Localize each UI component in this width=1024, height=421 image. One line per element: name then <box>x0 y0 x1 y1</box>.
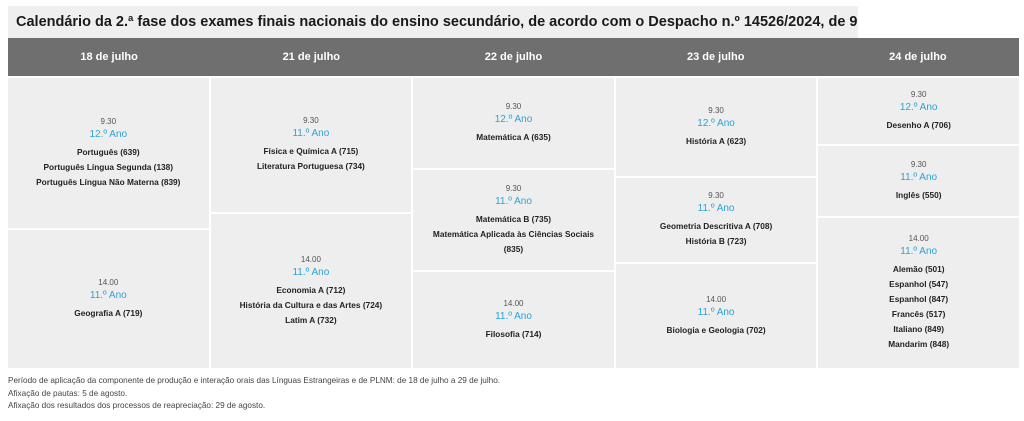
school-year: 11.º Ano <box>89 289 127 301</box>
session-time: 9.30 <box>303 116 319 125</box>
date-column: 9.30 12.º Ano Português (639) Português … <box>8 78 209 368</box>
exam-item: Filosofia (714) <box>485 328 542 339</box>
session-time: 9.30 <box>708 191 724 200</box>
school-year: 11.º Ano <box>292 266 330 278</box>
exam-item: Latim A (732) <box>285 314 337 325</box>
exam-session: 9.30 11.º Ano Física e Química A (715) L… <box>210 78 412 212</box>
date-header: 24 de julho <box>889 51 947 63</box>
school-year: 11.º Ano <box>495 195 532 207</box>
exam-item: História da Cultura e das Artes (724) <box>239 299 383 310</box>
session-time: 9.30 <box>505 183 522 193</box>
exam-session: 9.30 12.º Ano Desenho A (706) <box>818 78 1019 144</box>
exam-item: Literatura Portuguesa (734) <box>256 161 365 171</box>
exam-item: Matemática Aplicada às Ciências Sociais <box>432 228 595 239</box>
exam-item: Geografia A (719) <box>74 307 143 318</box>
table-body: 9.30 12.º Ano Português (639) Português … <box>8 78 1019 368</box>
exam-item: Matemática A (635) <box>476 131 551 142</box>
session-time: 9.30 <box>708 105 724 115</box>
date-header: 23 de julho <box>686 51 745 63</box>
date-column: 9.30 12.º Ano Desenho A (706) 9.30 11.º … <box>818 78 1019 368</box>
session-time: 9.30 <box>910 89 927 99</box>
session-time: 9.30 <box>100 116 117 126</box>
session-time: 14.00 <box>706 294 727 304</box>
school-year: 12.º Ano <box>899 101 938 113</box>
table-header-row: 18 de julho 21 de julho 22 de julho 23 d… <box>8 38 1019 76</box>
session-time: 9.30 <box>910 159 927 169</box>
school-year: 11.º Ano <box>900 171 938 183</box>
exam-item: Mandarim (848) <box>888 339 950 349</box>
exam-session: 9.30 12.º Ano História A (623) <box>615 78 817 176</box>
exam-item: História B (723) <box>685 236 747 246</box>
exam-item: Física e Química A (715) <box>263 146 359 156</box>
date-header: 18 de julho <box>80 51 138 63</box>
session-time: 14.00 <box>300 254 321 264</box>
exam-session: 14.00 11.º Ano Economia A (712) História… <box>210 214 412 368</box>
exam-item: Francês (517) <box>891 309 946 319</box>
exam-item: Desenho A (706) <box>886 119 951 130</box>
exam-item: (835) <box>503 243 524 254</box>
exam-calendar-table: 18 de julho 21 de julho 22 de julho 23 d… <box>8 38 1019 368</box>
session-time: 14.00 <box>908 234 929 243</box>
school-year: 12.º Ano <box>697 117 735 129</box>
exam-session: 9.30 11.º Ano Geometria Descritiva A (70… <box>615 178 817 262</box>
date-header: 22 de julho <box>484 51 543 63</box>
date-column: 9.30 12.º Ano Matemática A (635) 9.30 11… <box>413 78 614 368</box>
school-year: 11.º Ano <box>697 203 735 214</box>
exam-item: Alemão (501) <box>892 264 945 274</box>
exam-item: História A (623) <box>685 135 747 146</box>
school-year: 12.º Ano <box>494 113 533 125</box>
date-header: 21 de julho <box>282 51 341 63</box>
footnote-oral-period: Período de aplicação da componente de pr… <box>8 376 501 385</box>
exam-session: 9.30 12.º Ano Português (639) Português … <box>8 78 209 228</box>
footnotes: Período de aplicação da componente de pr… <box>8 375 500 413</box>
date-column: 9.30 11.º Ano Física e Química A (715) L… <box>210 78 412 368</box>
exam-session: 9.30 11.º Ano Matemática B (735) Matemát… <box>413 170 614 270</box>
exam-session: 14.00 11.º Ano Alemão (501) Espanhol (54… <box>818 218 1019 368</box>
exam-session: 9.30 12.º Ano Matemática A (635) <box>413 78 614 168</box>
date-column: 9.30 12.º Ano História A (623) 9.30 11.º… <box>615 78 817 368</box>
exam-item: Português Língua Não Materna (839) <box>36 176 181 187</box>
exam-item: Espanhol (847) <box>889 294 949 304</box>
exam-item: Espanhol (547) <box>889 279 949 289</box>
school-year: 11.º Ano <box>697 306 735 318</box>
school-year: 11.º Ano <box>495 310 532 322</box>
exam-session: 14.00 11.º Ano Geografia A (719) <box>8 230 209 368</box>
school-year: 11.º Ano <box>900 246 938 257</box>
exam-item: Geometria Descritiva A (708) <box>659 221 773 231</box>
session-time: 14.00 <box>98 277 119 287</box>
exam-item: Italiano (849) <box>893 324 945 334</box>
session-time: 9.30 <box>505 101 522 111</box>
exam-session: 14.00 11.º Ano Filosofia (714) <box>413 272 614 368</box>
page-title: Calendário da 2.ª fase dos exames finais… <box>8 6 858 38</box>
school-year: 11.º Ano <box>292 128 330 139</box>
exam-item: Inglês (550) <box>895 189 942 200</box>
exam-item: Português Língua Segunda (138) <box>43 161 174 172</box>
exam-item: Matemática B (735) <box>475 213 552 224</box>
footnote-reappraisal-results: Afixação dos resultados dos processos de… <box>8 401 266 410</box>
session-time: 14.00 <box>503 298 524 308</box>
footnote-grades-posting: Afixação de pautas: 5 de agosto. <box>8 388 128 398</box>
exam-item: Biologia e Geologia (702) <box>666 324 766 335</box>
exam-session: 14.00 11.º Ano Biologia e Geologia (702) <box>615 264 817 368</box>
exam-session: 9.30 11.º Ano Inglês (550) <box>818 146 1019 216</box>
exam-item: Português (639) <box>76 146 140 157</box>
school-year: 12.º Ano <box>89 128 128 140</box>
exam-item: Economia A (712) <box>276 284 346 295</box>
